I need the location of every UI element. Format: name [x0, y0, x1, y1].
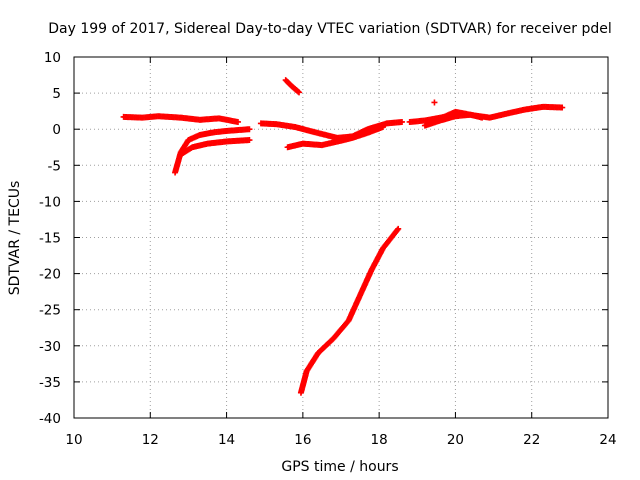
x-tick-label: 10 [65, 432, 82, 448]
x-tick-label: 12 [142, 432, 159, 448]
data-point [479, 114, 486, 121]
x-tick-label: 20 [447, 432, 464, 448]
data-point [431, 99, 438, 106]
data-point [246, 126, 253, 133]
y-tick-label: 10 [44, 50, 61, 66]
y-tick-label: -10 [39, 194, 61, 210]
data-point [296, 89, 303, 96]
y-tick-label: -40 [39, 411, 61, 427]
data-point [399, 118, 406, 125]
y-tick-label: -15 [39, 231, 61, 247]
x-tick-label: 22 [523, 432, 540, 448]
y-tick-label: 5 [52, 86, 61, 102]
data-point [235, 118, 242, 125]
y-tick-label: -25 [39, 303, 61, 319]
y-tick-label: -20 [39, 267, 61, 283]
y-tick-label: -35 [39, 375, 61, 391]
axis-ticks: 10 12 14 16 18 20 22 24 10 5 0 -5 -10 -15 -20 -25 -30 -35… [39, 50, 617, 448]
x-tick-label: 16 [294, 432, 311, 448]
x-axis-title: GPS time / hours [281, 459, 398, 475]
y-tick-label: -30 [39, 339, 61, 355]
data-point [394, 226, 401, 233]
chart-title: Day 199 of 2017, Sidereal Day-to-day VTE… [48, 21, 612, 37]
x-tick-label: 24 [599, 432, 616, 448]
grid [74, 57, 608, 418]
data-point [246, 137, 253, 144]
data-point [295, 88, 302, 95]
data-point [395, 225, 402, 232]
y-tick-label: -5 [48, 158, 61, 174]
x-tick-label: 18 [371, 432, 388, 448]
data-points [120, 77, 566, 396]
y-tick-label: 0 [52, 122, 61, 138]
x-tick-label: 14 [218, 432, 235, 448]
y-axis-title: SDTVAR / TECUs [7, 181, 23, 296]
data-point [559, 104, 566, 111]
data-point [379, 124, 386, 131]
